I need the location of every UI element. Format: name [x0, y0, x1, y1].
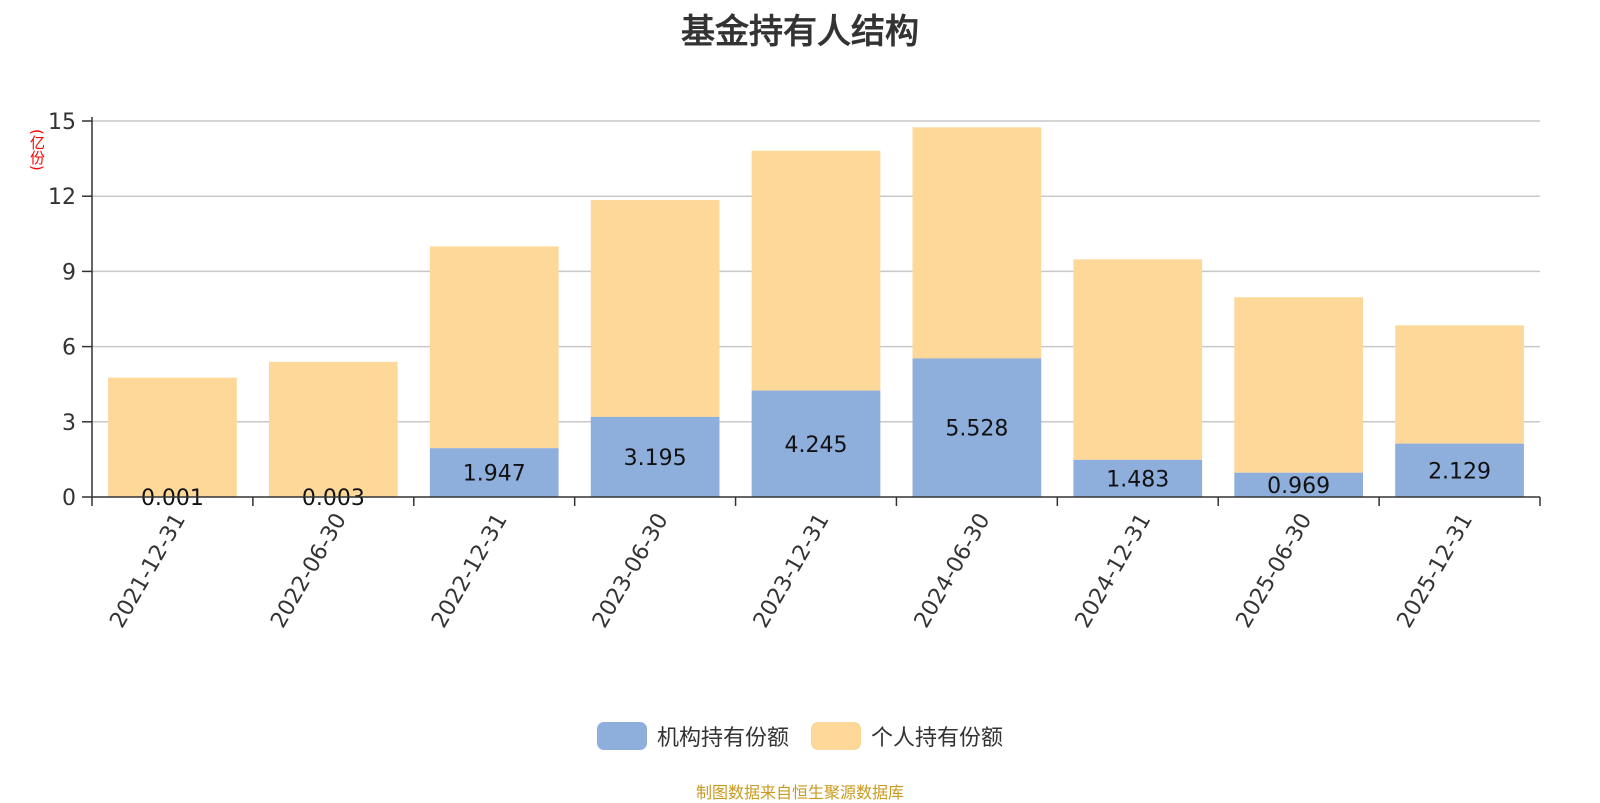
bar-individual [913, 127, 1042, 358]
x-tick-label: 2025-06-30 [1232, 509, 1318, 632]
bar-value-label: 1.483 [1106, 467, 1169, 492]
y-tick-label: 9 [62, 260, 76, 285]
bar-value-label: 3.195 [624, 446, 687, 471]
y-tick-label: 0 [62, 486, 76, 511]
x-tick-label: 2023-12-31 [749, 509, 835, 632]
y-tick-label: 6 [62, 336, 76, 361]
y-tick-label: 3 [62, 411, 76, 436]
legend-swatch-institutional [597, 722, 647, 750]
y-tick-label: 15 [48, 110, 76, 135]
legend: 机构持有份额 个人持有份额 [0, 720, 1600, 752]
legend-item-individual[interactable]: 个人持有份额 [811, 720, 1003, 752]
x-tick-label: 2022-12-31 [427, 509, 513, 632]
x-tick-label: 2023-06-30 [588, 509, 674, 632]
bar-value-label: 0.969 [1267, 474, 1330, 499]
x-tick-label: 2024-12-31 [1071, 509, 1157, 632]
x-tick-label: 2025-12-31 [1393, 509, 1479, 632]
source-note: 制图数据来自恒生聚源数据库 [0, 779, 1600, 803]
x-tick-label: 2022-06-30 [266, 509, 352, 632]
legend-item-institutional[interactable]: 机构持有份额 [597, 720, 789, 752]
legend-swatch-individual [811, 722, 861, 750]
bar-value-label: 5.528 [945, 417, 1008, 442]
bar-value-label: 0.003 [302, 486, 365, 511]
bar-individual [1234, 297, 1363, 472]
bar-individual [108, 378, 237, 497]
bar-individual [269, 362, 398, 497]
bar-value-label: 2.129 [1428, 459, 1491, 484]
bar-value-label: 1.947 [463, 462, 526, 487]
legend-label-institutional: 机构持有份额 [657, 720, 789, 752]
legend-label-individual: 个人持有份额 [871, 720, 1003, 752]
y-tick-label: 12 [48, 185, 76, 210]
bar-individual [591, 200, 720, 417]
x-tick-label: 2024-06-30 [910, 509, 996, 632]
bar-value-label: 4.245 [785, 433, 848, 458]
bar-individual [1395, 325, 1524, 443]
x-tick-label: 2021-12-31 [105, 509, 191, 632]
bar-individual [1073, 259, 1202, 460]
bar-individual [430, 246, 559, 448]
bar-value-label: 0.001 [141, 486, 204, 511]
bar-individual [752, 151, 881, 391]
